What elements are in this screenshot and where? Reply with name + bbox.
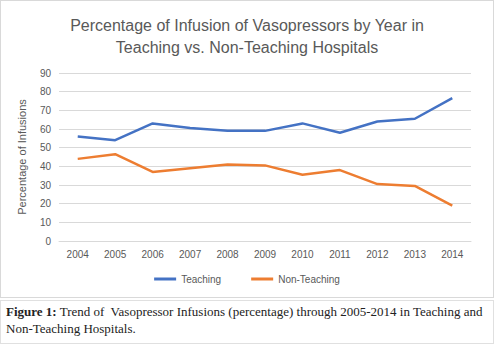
svg-text:2004: 2004 <box>67 249 90 260</box>
svg-text:Percentage of Infusion of Vaso: Percentage of Infusion of Vasopressors b… <box>70 17 424 34</box>
svg-text:2013: 2013 <box>404 249 427 260</box>
svg-text:2011: 2011 <box>329 249 351 260</box>
svg-text:90: 90 <box>40 68 52 79</box>
svg-text:50: 50 <box>40 142 52 153</box>
svg-text:2008: 2008 <box>216 249 239 260</box>
svg-text:2007: 2007 <box>179 249 202 260</box>
svg-text:2014: 2014 <box>441 249 464 260</box>
svg-text:0: 0 <box>45 236 51 247</box>
svg-text:Percentage of Infusions: Percentage of Infusions <box>16 99 28 215</box>
svg-text:2005: 2005 <box>104 249 127 260</box>
svg-text:Non-Teaching: Non-Teaching <box>278 274 340 285</box>
svg-text:Teaching vs. Non-Teaching Hosp: Teaching vs. Non-Teaching Hospitals <box>116 39 378 56</box>
svg-text:2006: 2006 <box>142 249 165 260</box>
svg-text:Teaching: Teaching <box>181 274 221 285</box>
svg-text:10: 10 <box>40 217 52 228</box>
svg-text:70: 70 <box>40 105 52 116</box>
svg-text:2010: 2010 <box>291 249 314 260</box>
svg-text:20: 20 <box>40 198 52 209</box>
svg-text:80: 80 <box>40 86 52 97</box>
svg-text:30: 30 <box>40 180 52 191</box>
svg-text:40: 40 <box>40 161 52 172</box>
svg-text:60: 60 <box>40 124 52 135</box>
svg-text:2009: 2009 <box>254 249 277 260</box>
html-text:Figure 1: Trend of Vasopressor: Figure 1: Trend of Vasopressor Infusions… <box>6 304 486 336</box>
svg-text:2012: 2012 <box>366 249 389 260</box>
